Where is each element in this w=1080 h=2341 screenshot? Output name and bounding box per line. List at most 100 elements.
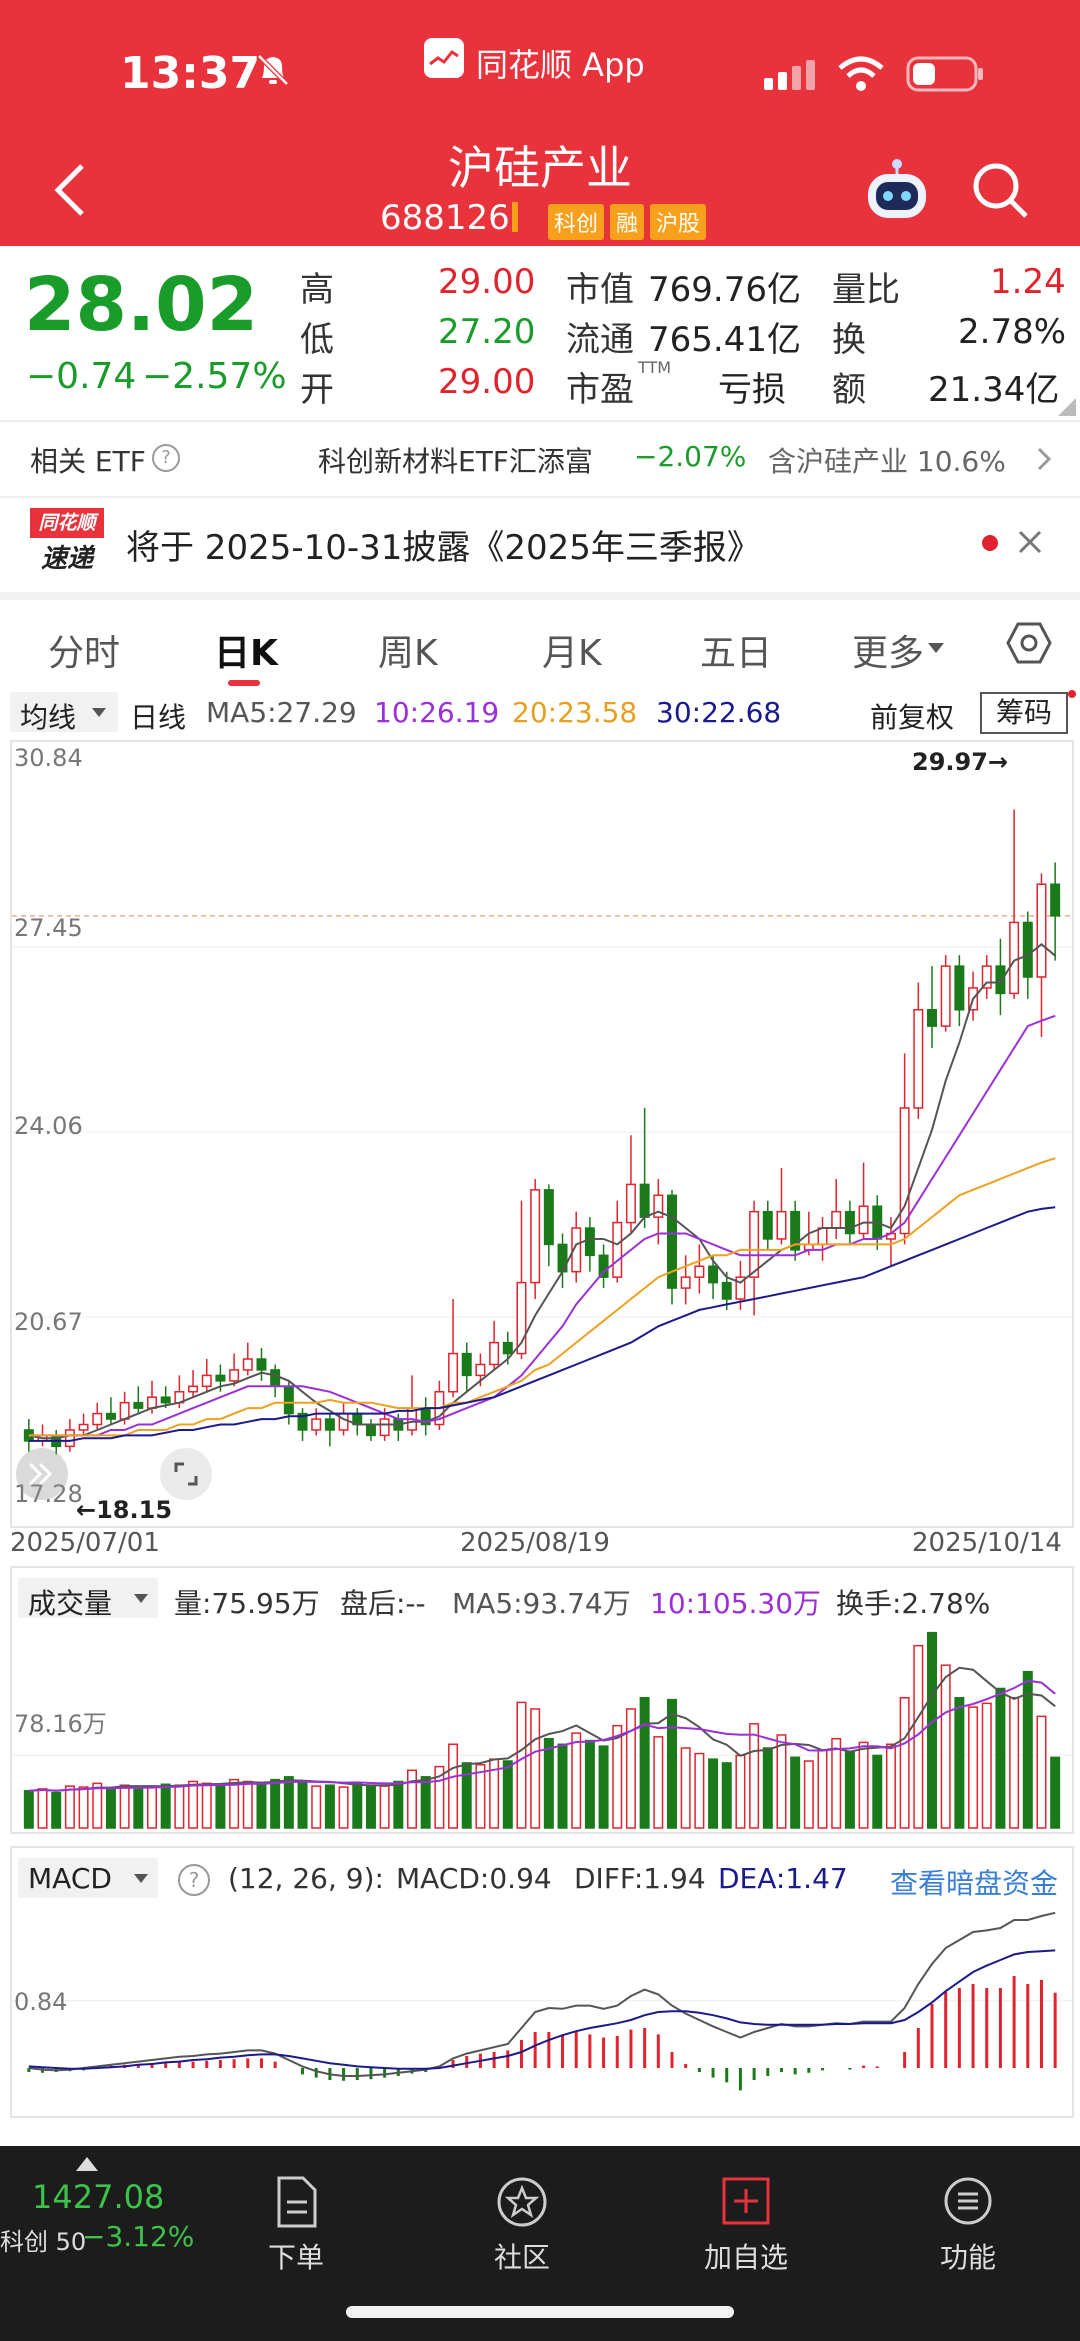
volume-selector-label: 成交量: [28, 1587, 113, 1620]
status-app-name: 同花顺 App: [476, 46, 645, 84]
label-high: 高: [300, 270, 334, 310]
adjust-button[interactable]: 前复权: [870, 701, 955, 734]
volume-bar: [133, 1785, 144, 1829]
dark-pool-link[interactable]: 查看暗盘资金: [890, 1867, 1059, 1900]
ma-selector-label: 均线: [20, 701, 77, 734]
date-tick: 2025/10/14: [912, 1528, 1062, 1558]
document-icon: [277, 2176, 317, 2228]
chips-button[interactable]: 筹码: [980, 692, 1068, 734]
tab-monthly-k[interactable]: 月K: [542, 633, 602, 674]
label-low: 低: [300, 320, 334, 360]
macd-panel[interactable]: [10, 1846, 1074, 2118]
volume-bar: [817, 1749, 828, 1829]
settings-hexagon-icon[interactable]: [1006, 620, 1052, 670]
robot-assistant-icon[interactable]: [862, 156, 932, 226]
ma5-value: MA5:27.29: [206, 696, 357, 729]
volume-bar: [324, 1784, 335, 1829]
period-label: 日线: [130, 701, 187, 734]
fullscreen-icon: [174, 1462, 198, 1486]
macd-selector[interactable]: MACD: [18, 1858, 158, 1898]
chevron-right-icon[interactable]: [1036, 446, 1052, 476]
tab-more[interactable]: 更多: [852, 633, 925, 674]
candle-body: [749, 1210, 760, 1278]
candle-body: [708, 1265, 719, 1284]
candle-body: [311, 1418, 322, 1431]
close-icon[interactable]: [1016, 528, 1044, 560]
candle-body: [1022, 921, 1033, 978]
volume-bar: [1036, 1715, 1047, 1829]
volume-value: 量:75.95万: [174, 1587, 320, 1620]
tab-weekly-k[interactable]: 周K: [378, 633, 438, 674]
community-button[interactable]: 社区: [452, 2176, 592, 2276]
etf-name[interactable]: 科创新材料ETF汇添富: [318, 445, 593, 478]
dea-value: DEA:1.47: [718, 1862, 848, 1895]
volume-bar: [584, 1739, 595, 1829]
volume-panel[interactable]: [10, 1566, 1074, 1834]
expand-corner-icon[interactable]: [1058, 398, 1076, 420]
tab-daily-k[interactable]: 日K: [214, 633, 278, 674]
volume-bar: [749, 1723, 760, 1829]
candle-body: [92, 1412, 103, 1426]
caret-down-icon: [92, 708, 106, 717]
volume-selector[interactable]: 成交量: [18, 1578, 158, 1620]
collapse-button[interactable]: [16, 1448, 68, 1500]
candle-body: [119, 1401, 130, 1420]
volume-bar: [858, 1741, 869, 1829]
tab-intraday[interactable]: 分时: [48, 633, 121, 674]
candle-body: [653, 1194, 664, 1218]
value-pe: 亏损: [718, 370, 786, 410]
candle-body: [844, 1210, 855, 1235]
index-value[interactable]: 1427.08: [32, 2178, 165, 2216]
tab-five-day[interactable]: 五日: [700, 633, 773, 674]
candle-body: [64, 1429, 75, 1448]
candle-body: [475, 1363, 486, 1377]
kline-panel[interactable]: [10, 740, 1074, 1528]
volume-bar: [667, 1698, 677, 1829]
candle-body: [270, 1369, 281, 1388]
volume-bar: [899, 1697, 910, 1829]
search-icon[interactable]: [970, 160, 1030, 224]
candle-body: [1009, 921, 1020, 995]
candle-body: [215, 1374, 226, 1382]
candle-body: [242, 1358, 253, 1371]
help-icon[interactable]: ?: [178, 1864, 210, 1896]
candle-body: [365, 1423, 376, 1437]
volume-bar: [995, 1687, 1006, 1829]
candle-body: [940, 965, 951, 1027]
candle-body: [762, 1210, 773, 1240]
plus-box-icon: [722, 2177, 770, 2225]
turnover-rate-value: 换手:2.78%: [836, 1587, 991, 1620]
volume-bar: [502, 1760, 513, 1829]
candle-body: [256, 1358, 267, 1371]
ma5-line: [28, 943, 1056, 1440]
tag-star-market: 科创: [548, 204, 605, 240]
notice-text[interactable]: 将于 2025-10-31披露《2025年三季报》: [126, 528, 761, 568]
diff-line: [28, 1911, 1056, 2077]
candle-body: [858, 1205, 869, 1235]
fullscreen-button[interactable]: [160, 1448, 212, 1500]
order-button[interactable]: 下单: [226, 2176, 366, 2276]
app-logo-icon: [424, 38, 464, 78]
unread-dot: [982, 535, 998, 551]
home-indicator: [346, 2306, 734, 2318]
volume-bar: [557, 1743, 568, 1829]
add-watchlist-button[interactable]: 加自选: [676, 2176, 816, 2276]
candle-body: [461, 1352, 472, 1377]
ma-selector[interactable]: 均线: [10, 692, 118, 734]
value-low: 27.20: [438, 312, 536, 352]
etf-label: 相关 ETF: [30, 445, 146, 478]
battery-icon: [906, 56, 986, 96]
value-vol-ratio: 1.24: [990, 262, 1066, 302]
back-button[interactable]: [50, 160, 90, 224]
macd-selector-label: MACD: [28, 1862, 112, 1895]
volume-bar: [885, 1743, 896, 1829]
volume-bar: [516, 1701, 527, 1829]
volume-bar: [78, 1786, 89, 1829]
label-pe-ttm: TTM: [638, 358, 672, 377]
functions-button[interactable]: 功能: [898, 2176, 1038, 2276]
help-icon[interactable]: ?: [152, 444, 180, 472]
volume-bar: [981, 1702, 992, 1829]
volume-bar: [475, 1763, 486, 1829]
volume-chart: [12, 1631, 1072, 1829]
volume-bar: [270, 1778, 281, 1829]
